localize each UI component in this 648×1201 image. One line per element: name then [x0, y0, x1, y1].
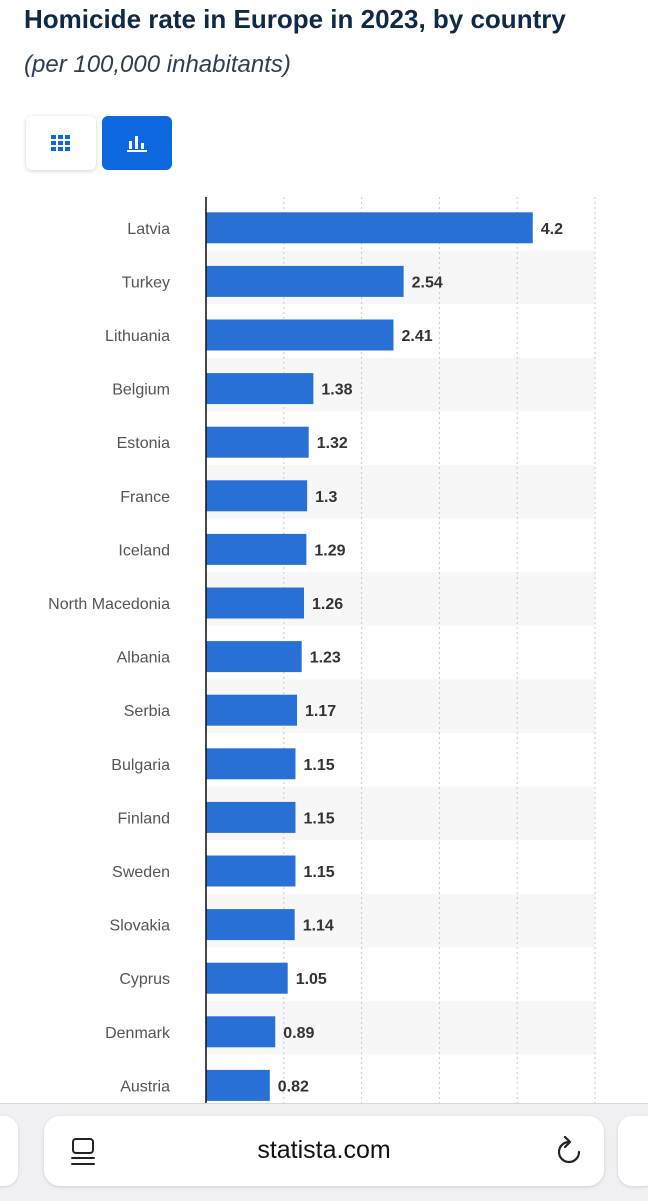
bar-chart: Latvia 4.2 Turkey 2.54 Lithuania 2.41 Belgium 1…	[48, 197, 596, 1103]
category-label: Turkey	[122, 274, 170, 291]
value-label: 1.17	[305, 703, 336, 720]
category-label: Austria	[120, 1078, 170, 1095]
bar-north-macedonia	[206, 587, 305, 619]
bar-latvia	[206, 212, 533, 244]
table-grid-icon	[51, 135, 70, 151]
bar-albania	[206, 641, 302, 673]
url-text: statista.com	[257, 1136, 391, 1164]
category-label: Sweden	[112, 864, 170, 881]
bar-denmark	[206, 1016, 276, 1048]
value-label: 1.15	[303, 757, 334, 774]
category-label: Belgium	[112, 382, 170, 399]
value-label: 4.2	[541, 221, 563, 238]
value-label: 1.14	[303, 918, 334, 935]
category-label: Latvia	[127, 221, 170, 238]
category-label: Lithuania	[105, 328, 170, 345]
bar-finland	[206, 801, 296, 833]
bar-slovakia	[206, 909, 295, 941]
value-label: 0.89	[283, 1025, 314, 1042]
page-menu-icon[interactable]	[71, 1138, 95, 1166]
bar-turkey	[206, 265, 404, 297]
value-label: 1.3	[315, 489, 337, 506]
category-label: Albania	[117, 650, 170, 667]
previous-tab[interactable]	[0, 1116, 18, 1186]
category-label: France	[120, 489, 170, 506]
bar-estonia	[206, 426, 309, 458]
chart-view-button[interactable]	[102, 116, 172, 170]
browser-bottom-bar: statista.com	[0, 1103, 648, 1201]
bar-france	[206, 480, 308, 512]
view-toggle	[26, 116, 172, 170]
category-label: Denmark	[105, 1025, 171, 1042]
address-bar[interactable]: statista.com	[44, 1116, 604, 1186]
value-label: 1.32	[317, 435, 348, 452]
value-label: 1.05	[296, 971, 327, 988]
value-label: 1.15	[303, 810, 334, 827]
bar-lithuania	[206, 319, 394, 351]
category-label: Cyprus	[119, 971, 170, 988]
bar-austria	[206, 1069, 270, 1101]
bar-serbia	[206, 694, 298, 726]
bar-bulgaria	[206, 748, 296, 780]
value-label: 0.82	[278, 1078, 309, 1095]
value-label: 2.41	[401, 328, 432, 345]
next-tab[interactable]	[618, 1116, 648, 1186]
bar-chart-icon	[127, 136, 147, 152]
value-label: 1.26	[312, 596, 343, 613]
value-label: 2.54	[412, 274, 443, 291]
category-label: Estonia	[117, 435, 170, 452]
category-label: North Macedonia	[48, 596, 170, 613]
value-label: 1.23	[310, 650, 341, 667]
category-label: Iceland	[118, 542, 170, 559]
value-label: 1.29	[314, 542, 345, 559]
value-label: 1.38	[321, 382, 352, 399]
category-label: Serbia	[124, 703, 170, 720]
value-label: 1.15	[303, 864, 334, 881]
reload-icon[interactable]	[555, 1136, 583, 1166]
chart-subtitle: (per 100,000 inhabitants)	[24, 51, 291, 78]
bar-iceland	[206, 533, 307, 565]
category-label: Slovakia	[110, 918, 171, 935]
category-label: Bulgaria	[111, 757, 170, 774]
bar-sweden	[206, 855, 296, 887]
category-label: Finland	[118, 810, 170, 827]
table-view-button[interactable]	[26, 116, 96, 170]
chart-title: Homicide rate in Europe in 2023, by coun…	[24, 4, 566, 34]
bar-belgium	[206, 373, 314, 405]
bar-cyprus	[206, 962, 288, 994]
